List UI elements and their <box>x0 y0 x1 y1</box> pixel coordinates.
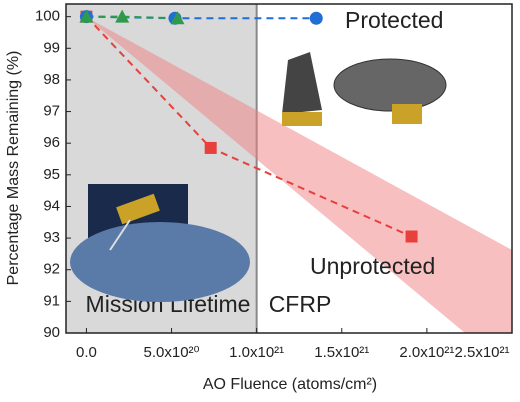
y-tick-label: 93 <box>43 229 60 246</box>
y-tick-label: 91 <box>43 292 60 309</box>
x-axis-label: AO Fluence (atoms/cm²) <box>203 376 377 393</box>
point <box>405 230 418 243</box>
y-tick-label: 94 <box>43 197 60 214</box>
point <box>170 11 185 25</box>
x-tick-label: 0.0 <box>76 344 97 361</box>
annotation: Unprotected <box>310 253 435 279</box>
x-tick-label: 2.5x10²¹ <box>454 344 509 361</box>
y-tick-label: 92 <box>43 261 60 278</box>
x-tick-label: 5.0x10²⁰ <box>144 344 200 361</box>
point <box>79 9 94 23</box>
y-tick-label: 100 <box>35 8 60 25</box>
series-line <box>86 15 178 20</box>
y-tick-label: 98 <box>43 71 60 88</box>
y-tick-label: 95 <box>43 166 60 183</box>
point <box>309 11 323 25</box>
x-tick-label: 2.0x10²¹ <box>399 344 454 361</box>
x-tick-label: 1.0x10²¹ <box>229 344 284 361</box>
point <box>204 141 217 154</box>
point <box>115 9 130 23</box>
y-axis-label: Percentage Mass Remaining (%) <box>5 51 22 286</box>
x-tick-label: 1.5x10²¹ <box>314 344 369 361</box>
uncertainty-band <box>86 17 512 333</box>
satellite-photo <box>70 184 250 302</box>
plot-frame <box>65 3 513 334</box>
annotation: CFRP <box>269 291 332 317</box>
y-tick-label: 90 <box>43 324 60 341</box>
cfrp-photo <box>282 52 447 126</box>
y-tick-label: 97 <box>43 103 60 120</box>
annotation: Protected <box>345 7 443 33</box>
y-tick-label: 96 <box>43 134 60 151</box>
y-tick-label: 99 <box>43 39 60 56</box>
